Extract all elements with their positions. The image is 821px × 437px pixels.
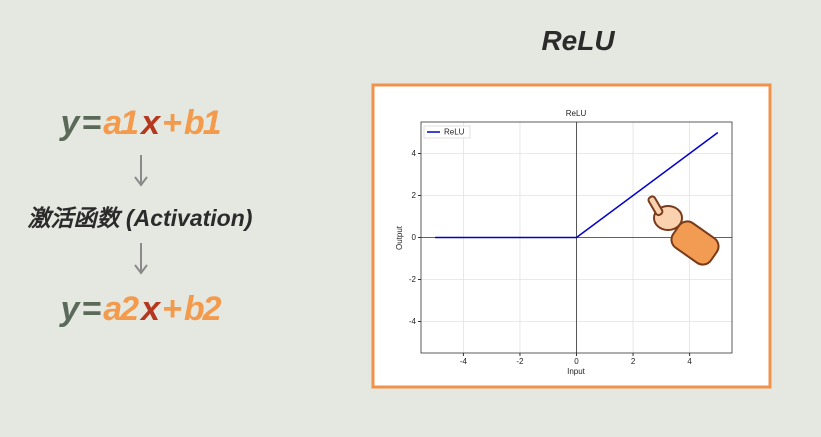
y-tick-label: 4 [412, 149, 417, 158]
y-tick-label: -4 [409, 317, 417, 326]
data-line [435, 131, 719, 239]
formula-part: = [81, 290, 101, 328]
y-tick-label: 2 [412, 191, 417, 200]
x-tick-label: 4 [687, 357, 692, 366]
formula-part: = [81, 104, 101, 142]
chart-title: ReLU [566, 109, 587, 118]
plot-frame [420, 121, 733, 354]
formula-part: a2 [103, 290, 139, 328]
x-axis-label: Input [567, 367, 586, 376]
x-tick-label: 0 [574, 357, 579, 366]
x-tick-label: -2 [516, 357, 524, 366]
x-tick-label: 2 [631, 357, 636, 366]
plot: -4 -2 0 2 4 -4 -2 0 2 4 ReLU [409, 121, 733, 366]
formula-part: a1 [103, 104, 138, 142]
activation-label: 激活函数 (Activation) [28, 205, 253, 231]
formula-part: + [162, 104, 182, 142]
formula-part: b2 [184, 290, 222, 328]
x-tick-label: -4 [460, 357, 468, 366]
formula-part: + [162, 290, 182, 328]
arrow [134, 155, 148, 275]
y-tick-label: 0 [412, 233, 417, 242]
hand-icon [647, 195, 720, 266]
legend-box [423, 125, 471, 139]
y-axis-label: Output [395, 225, 404, 250]
y-tick-label: -2 [409, 275, 417, 284]
legend-label: ReLU [444, 128, 465, 137]
formula-part: b1 [184, 104, 221, 142]
slide-title: ReLU [541, 25, 615, 56]
